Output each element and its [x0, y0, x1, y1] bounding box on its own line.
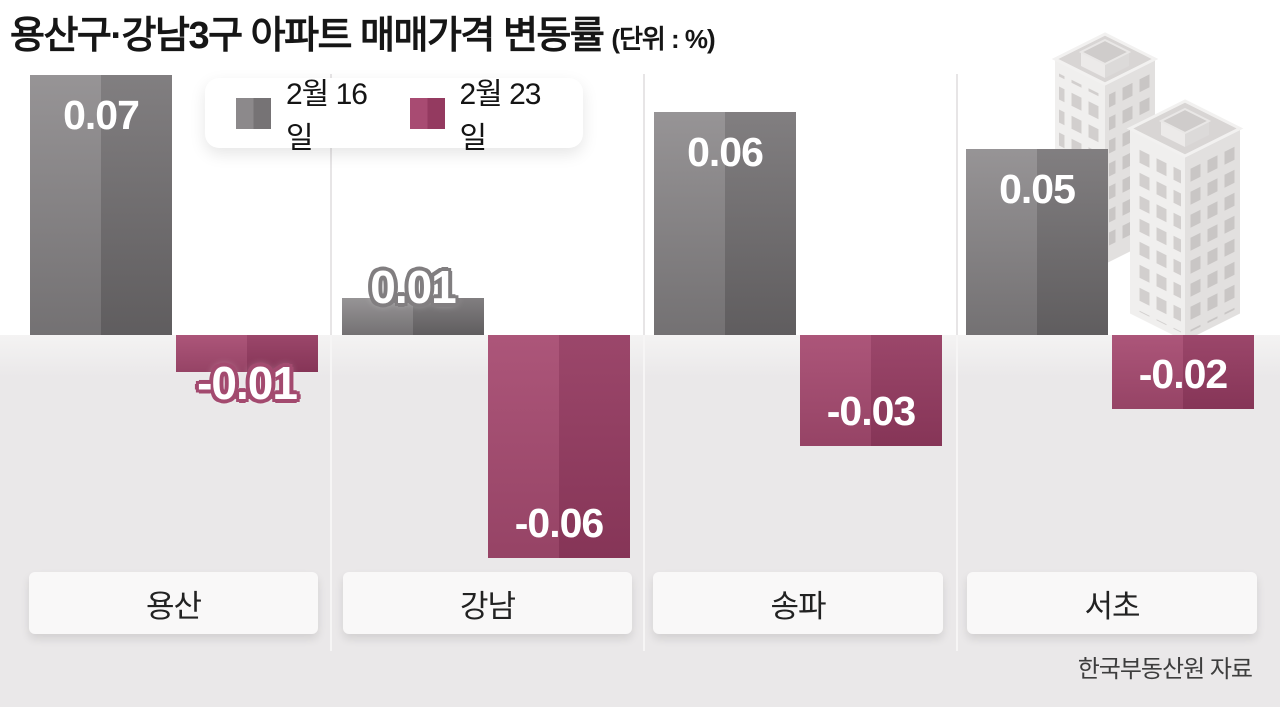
category-box-gangnam: 강남 — [343, 572, 632, 634]
bar-value-label: 0.05 — [999, 166, 1076, 212]
bar-feb16-seocho: 0.05 — [966, 149, 1108, 335]
bar-feb23-yongsan: -0.01 — [176, 335, 318, 406]
group-divider — [643, 74, 645, 651]
apartment-buildings-illustration — [1051, 32, 1244, 336]
bar-value-label: 0.01 — [370, 261, 457, 313]
chart-title-text: 용산구·강남3구 아파트 매매가격 변동률 — [10, 15, 605, 57]
bar-feb23-songpa: -0.03 — [800, 335, 942, 446]
chart-title: 용산구·강남3구 아파트 매매가격 변동률 (단위 : %) — [10, 4, 716, 59]
data-source: 한국부동산원 자료 — [1077, 656, 1253, 683]
bar-feb23-gangnam: -0.06 — [488, 335, 630, 558]
front-tower — [1126, 99, 1244, 336]
bar-feb23-seocho: -0.02 — [1112, 335, 1254, 409]
bar-value-label: 0.07 — [63, 92, 140, 138]
category-box-seocho: 서초 — [967, 572, 1257, 634]
category-box-songpa: 송파 — [653, 572, 943, 634]
group-divider — [330, 74, 332, 651]
legend: 2월 16일 2월 23일 — [205, 78, 583, 155]
legend-swatch-feb16 — [236, 97, 271, 129]
negative-area-background — [0, 335, 1280, 707]
bar-feb16-songpa: 0.06 — [654, 112, 796, 335]
bar-feb16-yongsan: 0.07 — [30, 75, 172, 335]
bar-value-label: -0.03 — [826, 388, 916, 434]
bar-value-label: -0.06 — [514, 500, 604, 546]
bar-value-label: -0.02 — [1138, 351, 1228, 397]
chart-unit-label: (단위 : %) — [611, 24, 715, 54]
bar-value-label: 0.06 — [687, 129, 764, 175]
group-divider — [956, 74, 958, 651]
bar-feb16-gangnam: 0.01 — [342, 264, 484, 335]
legend-label-feb16: 2월 16일 — [286, 78, 368, 155]
category-box-yongsan: 용산 — [29, 572, 318, 634]
legend-swatch-feb23 — [409, 97, 445, 129]
legend-label-feb23: 2월 23일 — [459, 78, 542, 155]
bar-value-label: -0.01 — [197, 357, 298, 409]
